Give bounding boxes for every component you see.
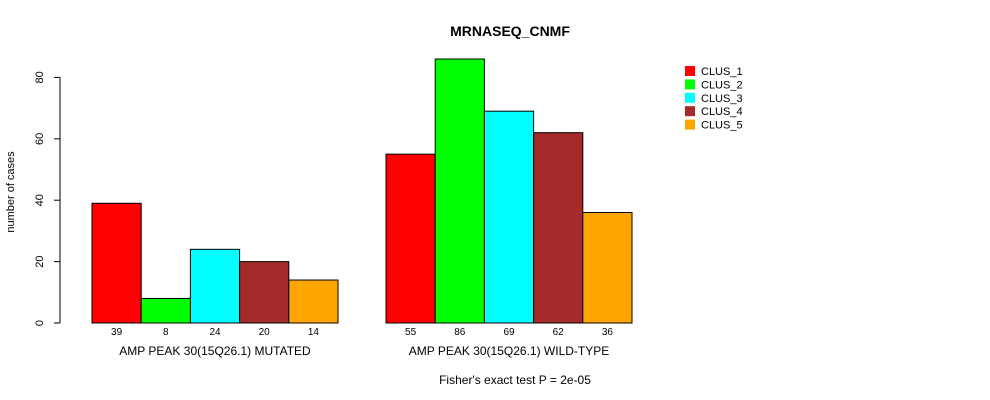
- bar-clus-1-group-1: [91, 202, 142, 324]
- bar-value-label: 14: [308, 327, 320, 338]
- bar-value-label: 24: [209, 327, 221, 338]
- y-tick-label: 0: [34, 320, 46, 326]
- bar-value-label: 62: [553, 327, 565, 338]
- chart-title: MRNASEQ_CNMF: [450, 23, 570, 39]
- bar-value-label: 8: [163, 327, 169, 338]
- legend-swatch: [685, 92, 695, 103]
- bar-value-label: 69: [503, 327, 515, 338]
- bar-clus-2-group-1: [140, 297, 191, 324]
- legend-label: CLUS_1: [701, 66, 743, 78]
- legend-label: CLUS_4: [701, 106, 743, 118]
- value-labels: 39 8 24 20 14 55 86 69 62 36: [111, 327, 613, 338]
- y-axis: 0 20 40 60 80: [34, 71, 61, 326]
- bar-clus-1-group-2: [385, 153, 436, 324]
- bar-clus-2-group-2: [434, 58, 485, 324]
- group-labels: AMP PEAK 30(15Q26.1) MUTATED AMP PEAK 30(…: [119, 344, 609, 358]
- bars: [91, 58, 633, 324]
- bar-clus-3-group-1: [189, 248, 241, 324]
- y-tick-label: 40: [34, 194, 46, 206]
- group-label: AMP PEAK 30(15Q26.1) WILD-TYPE: [409, 344, 610, 358]
- bar-value-label: 20: [259, 327, 271, 338]
- legend-label: CLUS_3: [701, 93, 743, 105]
- bar-clus-4-group-1: [239, 261, 290, 324]
- group-label: AMP PEAK 30(15Q26.1) MUTATED: [119, 344, 311, 358]
- legend-swatch: [685, 79, 695, 90]
- bar-value-label: 39: [111, 327, 123, 338]
- bar-clus-5-group-1: [288, 279, 339, 324]
- y-tick-label: 80: [34, 71, 46, 83]
- y-tick-label: 20: [34, 255, 46, 267]
- legend-label: CLUS_5: [701, 120, 743, 132]
- bar-clus-4-group-2: [533, 132, 584, 324]
- bar-value-label: 36: [602, 327, 614, 338]
- bar-clus-3-group-2: [483, 110, 535, 324]
- legend-label: CLUS_2: [701, 79, 743, 91]
- footnote: Fisher's exact test P = 2e-05: [439, 373, 591, 387]
- legend-swatch: [685, 119, 695, 130]
- bar-value-label: 55: [405, 327, 417, 338]
- y-tick-label: 60: [34, 133, 46, 145]
- bar-clus-5-group-2: [582, 211, 633, 324]
- bar-value-label: 86: [454, 327, 466, 338]
- legend-swatch: [685, 66, 695, 76]
- y-axis-label: number of cases: [5, 151, 17, 233]
- legend-swatch: [685, 106, 695, 117]
